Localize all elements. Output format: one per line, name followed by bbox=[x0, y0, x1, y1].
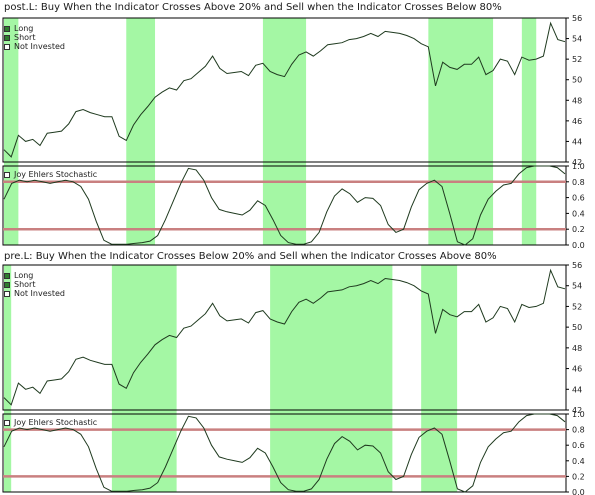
indicator-tick-label: 0.4 bbox=[572, 209, 585, 218]
long-region bbox=[421, 265, 458, 492]
legend-item-short: Short bbox=[4, 280, 65, 289]
legend-item-not-invested: Not Invested bbox=[4, 289, 65, 298]
long-region bbox=[4, 18, 19, 245]
indicator-tick-label: 0.0 bbox=[572, 488, 585, 495]
price-line bbox=[3, 268, 566, 406]
price-tick-label: 46 bbox=[572, 117, 582, 126]
price-tick-label: 50 bbox=[572, 323, 582, 332]
legend-label: Not Invested bbox=[14, 42, 65, 51]
indicator-tick-label: 0.6 bbox=[572, 441, 585, 450]
not-invested-swatch-icon bbox=[4, 290, 10, 297]
legend-label: Long bbox=[14, 271, 34, 280]
legend-label: Short bbox=[14, 280, 36, 289]
legend-post: Long Short Not Invested bbox=[4, 24, 65, 51]
indicator-panel-frame bbox=[2, 413, 567, 493]
price-tick-label: 52 bbox=[572, 302, 582, 311]
indicator-legend-post: Joy Ehlers Stochastic bbox=[4, 170, 97, 179]
indicator-tick-label: 0.6 bbox=[572, 194, 585, 203]
price-tick-label: 42 bbox=[572, 406, 582, 415]
long-region bbox=[270, 265, 393, 492]
long-region bbox=[521, 18, 537, 245]
indicator-label: Joy Ehlers Stochastic bbox=[14, 170, 98, 179]
price-tick-label: 56 bbox=[572, 261, 582, 270]
indicator-swatch-icon bbox=[4, 419, 10, 426]
indicator-tick-label: 1.0 bbox=[572, 162, 585, 171]
price-tick-label: 48 bbox=[572, 96, 582, 105]
price-panel-frame bbox=[2, 264, 567, 411]
price-tick-label: 44 bbox=[572, 137, 582, 146]
long-region bbox=[262, 18, 307, 245]
legend-item-short: Short bbox=[4, 33, 65, 42]
price-tick-label: 50 bbox=[572, 76, 582, 85]
legend-label: Not Invested bbox=[14, 289, 65, 298]
indicator-tick-label: 0.8 bbox=[572, 426, 585, 435]
price-tick-label: 42 bbox=[572, 158, 582, 167]
chart-title-pre: pre.L: Buy When the Indicator Crosses Be… bbox=[4, 251, 497, 262]
legend-label: Short bbox=[14, 33, 36, 42]
price-panel-frame bbox=[2, 17, 567, 163]
indicator-tick-label: 0.0 bbox=[572, 241, 585, 250]
indicator-line bbox=[3, 413, 566, 493]
short-swatch-icon bbox=[4, 34, 10, 41]
price-tick-label: 46 bbox=[572, 365, 582, 374]
chart-title-post: post.L: Buy When the Indicator Crosses A… bbox=[4, 2, 502, 13]
legend-label: Long bbox=[14, 24, 34, 33]
price-tick-label: 54 bbox=[572, 282, 582, 291]
legend-pre: Long Short Not Invested bbox=[4, 271, 65, 298]
indicator-tick-label: 0.4 bbox=[572, 457, 585, 466]
indicator-tick-label: 0.2 bbox=[572, 472, 585, 481]
indicator-swatch-icon bbox=[4, 171, 10, 178]
legend-item-not-invested: Not Invested bbox=[4, 42, 65, 51]
price-tick-label: 48 bbox=[572, 344, 582, 353]
short-swatch-icon bbox=[4, 281, 10, 288]
long-region bbox=[126, 18, 156, 245]
long-region bbox=[4, 265, 12, 492]
legend-item-long: Long bbox=[4, 24, 65, 33]
indicator-panel-frame bbox=[2, 165, 567, 246]
long-region bbox=[428, 18, 494, 245]
price-tick-label: 54 bbox=[572, 35, 582, 44]
indicator-legend-pre: Joy Ehlers Stochastic bbox=[4, 418, 97, 427]
price-tick-label: 44 bbox=[572, 385, 582, 394]
long-swatch-icon bbox=[4, 25, 10, 32]
indicator-tick-label: 1.0 bbox=[572, 410, 585, 419]
indicator-label: Joy Ehlers Stochastic bbox=[14, 418, 98, 427]
not-invested-swatch-icon bbox=[4, 43, 10, 50]
price-tick-label: 56 bbox=[572, 14, 582, 23]
indicator-tick-label: 0.8 bbox=[572, 178, 585, 187]
price-line bbox=[3, 21, 566, 158]
indicator-tick-label: 0.2 bbox=[572, 225, 585, 234]
long-region bbox=[111, 265, 177, 492]
indicator-line bbox=[3, 165, 566, 246]
legend-item-long: Long bbox=[4, 271, 65, 280]
long-swatch-icon bbox=[4, 272, 10, 279]
price-tick-label: 52 bbox=[572, 55, 582, 64]
